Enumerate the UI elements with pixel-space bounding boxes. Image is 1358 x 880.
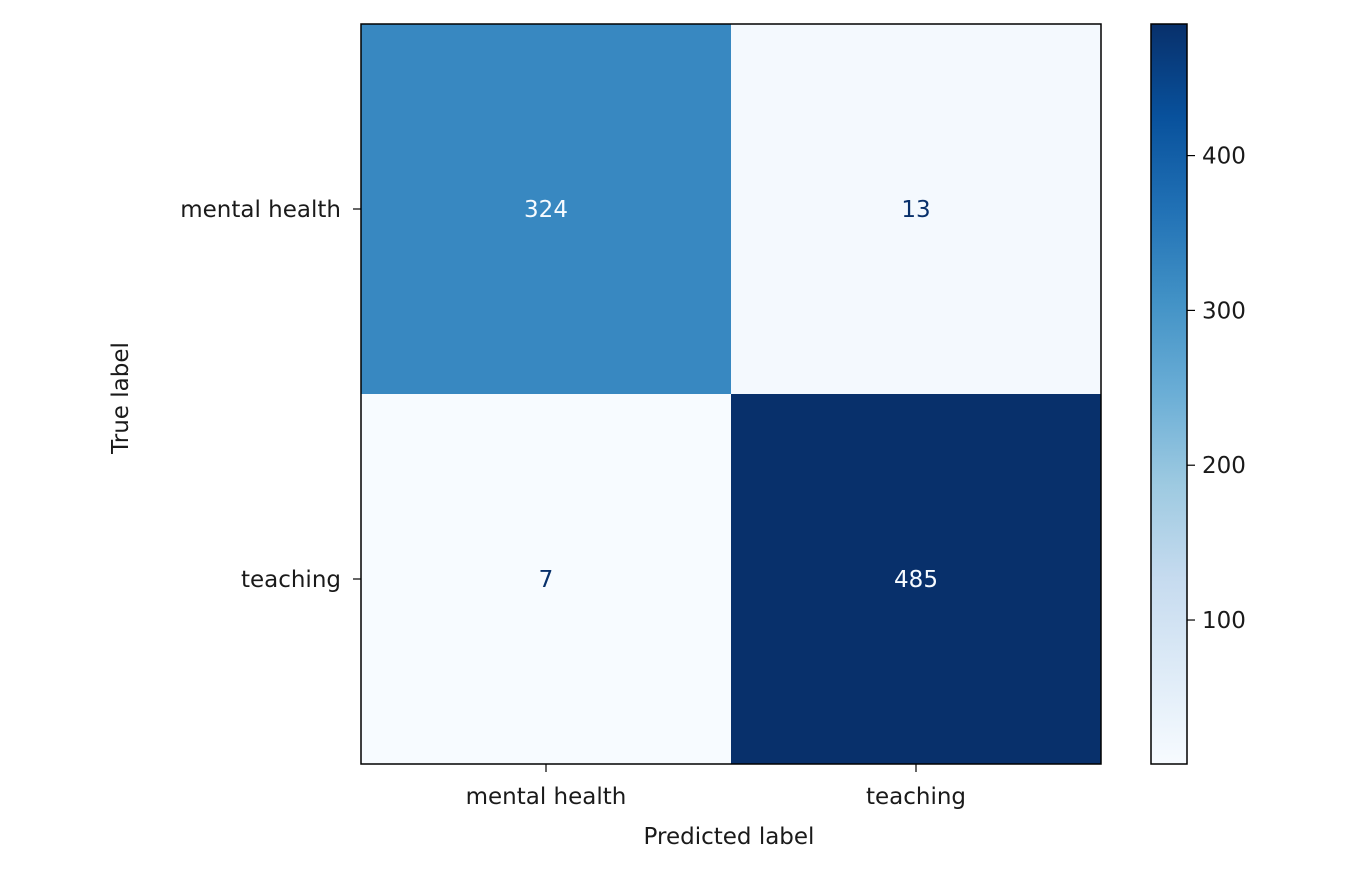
- colorbar-gradient: [1150, 23, 1188, 765]
- y-tick-label: mental health: [180, 197, 341, 223]
- heatmap-cell: [361, 394, 731, 764]
- heatmap-cell: [731, 24, 1101, 394]
- x-axis-title: Predicted label: [644, 824, 815, 850]
- x-tick-label: mental health: [466, 784, 627, 810]
- colorbar-tick-label: 100: [1202, 608, 1246, 634]
- heatmap-cell: [731, 394, 1101, 764]
- colorbar-tick-label: 300: [1202, 298, 1246, 324]
- colorbar: 100 200 300 400: [1150, 23, 1246, 765]
- x-tick-label: teaching: [866, 784, 966, 810]
- cell-value-label: 7: [539, 567, 554, 593]
- y-axis-title: True label: [108, 342, 134, 455]
- colorbar-tick-label: 400: [1202, 144, 1246, 170]
- cell-value-label: 13: [901, 197, 930, 223]
- cell-value-label: 324: [524, 197, 568, 223]
- colorbar-tick-label: 200: [1202, 453, 1246, 479]
- axis-ticks: mental health teaching mental health teachi…: [180, 197, 966, 810]
- cell-value-label: 485: [894, 567, 938, 593]
- heatmap-cell: [361, 24, 731, 394]
- plot-frame: [360, 23, 1102, 765]
- y-tick-label: teaching: [241, 567, 341, 593]
- heatmap-cells: 324 13 7 485: [361, 24, 1101, 764]
